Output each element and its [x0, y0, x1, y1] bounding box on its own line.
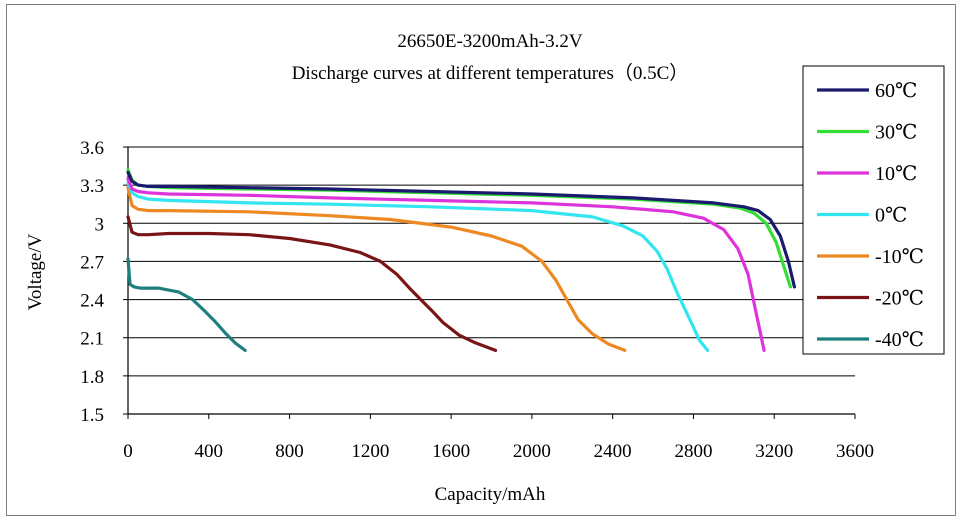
x-tick-label: 3600 — [836, 441, 874, 462]
series-line — [126, 170, 797, 289]
y-tick-label: 3.3 — [80, 176, 104, 197]
x-tick-label: 0 — [123, 441, 133, 462]
x-tick-label: 1200 — [351, 441, 389, 462]
gridlines — [128, 146, 855, 377]
x-axis-label: Capacity/mAh — [435, 484, 546, 505]
y-tick-label: 3.6 — [80, 138, 104, 159]
series-line — [126, 215, 498, 352]
series-line — [126, 257, 247, 352]
x-tick-labels: 0 400 800 1200 1600 2000 2400 2800 3200 3600 — [123, 441, 874, 462]
x-tick-label: 800 — [275, 441, 304, 462]
y-tick-label: 2.7 — [80, 252, 104, 273]
x-tick-label: 2800 — [674, 441, 712, 462]
y-axis-label: Voltage/V — [25, 233, 46, 310]
x-tick-label: 1600 — [432, 441, 470, 462]
chart-subtitle: Discharge curves at different temperatur… — [292, 62, 689, 84]
legend-label: 10℃ — [875, 163, 917, 185]
x-tick-label: 3200 — [755, 441, 793, 462]
legend-label: -10℃ — [875, 246, 924, 268]
series-lines — [126, 168, 797, 352]
y-tick-labels: 1.5 1.8 2.1 2.4 2.7 3 3.3 3.6 — [80, 138, 104, 426]
y-tick-label: 2.4 — [80, 291, 104, 312]
y-tick-label: 1.8 — [80, 367, 104, 388]
legend-label: 60℃ — [875, 80, 917, 102]
series-line — [126, 181, 710, 352]
y-tick-label: 3 — [95, 214, 105, 235]
legend-label: 0℃ — [875, 205, 907, 227]
y-tick-label: 2.1 — [80, 329, 104, 350]
legend-label: -20℃ — [875, 288, 924, 310]
legend: 60℃ 30℃ 10℃ 0℃ -10℃ -20℃ -40℃ — [802, 65, 945, 355]
chart-title: 26650E-3200mAh-3.2V — [397, 31, 583, 52]
x-tick-label: 400 — [195, 441, 224, 462]
legend-box — [802, 65, 945, 355]
legend-label: 30℃ — [875, 122, 917, 144]
y-tick-label: 1.5 — [80, 405, 104, 426]
series-line — [126, 186, 627, 352]
x-tick-label: 2000 — [513, 441, 551, 462]
series-line — [126, 177, 766, 352]
legend-label: -40℃ — [875, 329, 924, 351]
x-tick-label: 2400 — [594, 441, 632, 462]
chart-frame — [6, 4, 956, 516]
